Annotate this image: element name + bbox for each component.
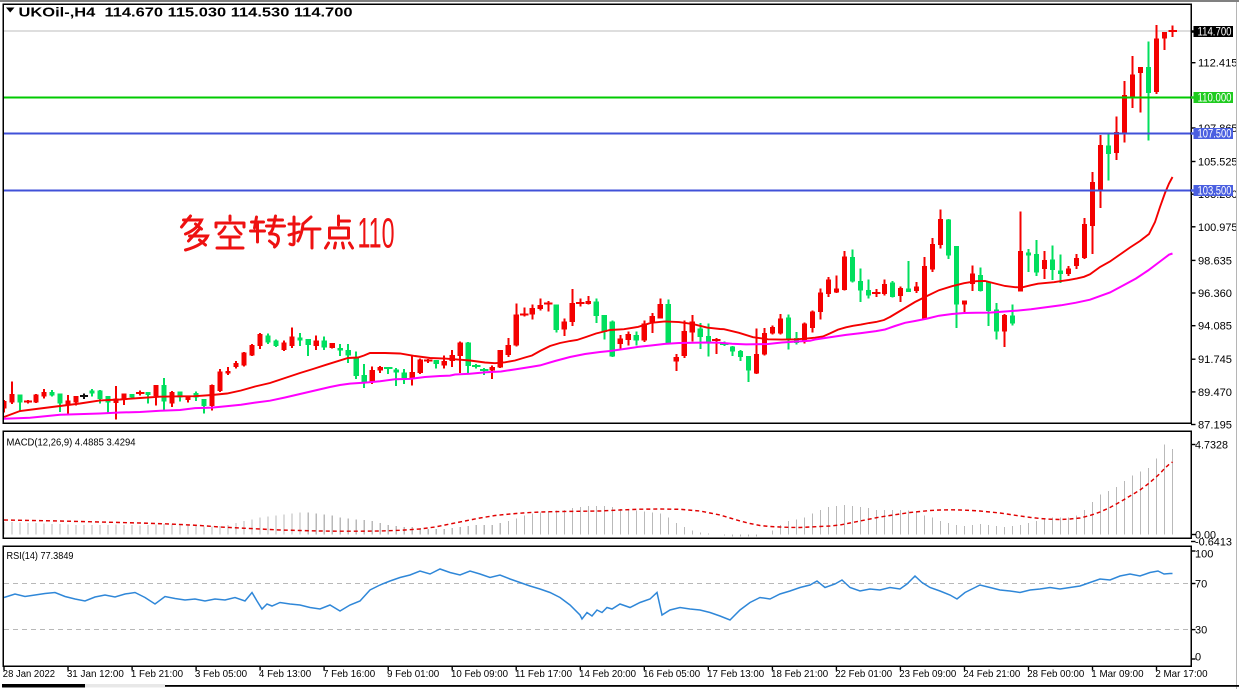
- svg-text:-0.6413: -0.6413: [1195, 537, 1232, 549]
- svg-text:28 Jan 2022: 28 Jan 2022: [3, 668, 55, 680]
- svg-text:0: 0: [1195, 652, 1201, 664]
- svg-text:70: 70: [1195, 579, 1207, 591]
- svg-text:114.700: 114.700: [1198, 27, 1232, 39]
- svg-text:0.00: 0.00: [1195, 530, 1216, 542]
- svg-text:18 Feb 21:00: 18 Feb 21:00: [771, 668, 828, 680]
- svg-text:105.525: 105.525: [1198, 157, 1238, 169]
- svg-text:23 Feb 09:00: 23 Feb 09:00: [899, 668, 956, 680]
- svg-text:UKOil-,H4 114.670 115.030 114: UKOil-,H4 114.670 115.030 114.530 114.70…: [19, 5, 353, 20]
- svg-text:2 Mar 17:00: 2 Mar 17:00: [1155, 668, 1207, 680]
- svg-text:10 Feb 09:00: 10 Feb 09:00: [451, 668, 508, 680]
- svg-text:24 Feb 21:00: 24 Feb 21:00: [963, 668, 1020, 680]
- svg-text:110: 110: [358, 210, 395, 258]
- svg-text:7 Feb 16:00: 7 Feb 16:00: [323, 668, 375, 680]
- svg-text:103.500: 103.500: [1198, 186, 1232, 198]
- svg-text:MACD(12,26,9) 4.4885 3.4294: MACD(12,26,9) 4.4885 3.4294: [7, 437, 136, 449]
- svg-text:110.000: 110.000: [1198, 93, 1232, 105]
- svg-text:22 Feb 01:00: 22 Feb 01:00: [835, 668, 892, 680]
- svg-text:31 Jan 12:00: 31 Jan 12:00: [67, 668, 124, 680]
- svg-text:89.470: 89.470: [1198, 387, 1232, 399]
- svg-text:3 Feb 05:00: 3 Feb 05:00: [195, 668, 247, 680]
- svg-text:RSI(14) 77.3849: RSI(14) 77.3849: [7, 550, 74, 562]
- svg-text:112.415: 112.415: [1198, 58, 1238, 70]
- svg-text:100: 100: [1195, 549, 1213, 561]
- svg-text:91.745: 91.745: [1198, 354, 1232, 366]
- svg-text:17 Feb 13:00: 17 Feb 13:00: [707, 668, 764, 680]
- svg-text:96.360: 96.360: [1198, 288, 1232, 300]
- svg-text:4 Feb 13:00: 4 Feb 13:00: [259, 668, 311, 680]
- svg-text:11 Feb 17:00: 11 Feb 17:00: [515, 668, 572, 680]
- svg-text:1 Feb 21:00: 1 Feb 21:00: [131, 668, 183, 680]
- svg-text:14 Feb 20:00: 14 Feb 20:00: [579, 668, 636, 680]
- svg-text:87.195: 87.195: [1198, 420, 1232, 432]
- svg-text:1 Mar 09:00: 1 Mar 09:00: [1091, 668, 1143, 680]
- svg-text:100.975: 100.975: [1198, 222, 1238, 234]
- svg-text:30: 30: [1195, 625, 1207, 637]
- svg-text:107.500: 107.500: [1198, 129, 1232, 141]
- svg-text:16 Feb 05:00: 16 Feb 05:00: [643, 668, 700, 680]
- svg-text:9 Feb 01:00: 9 Feb 01:00: [387, 668, 439, 680]
- svg-text:4.7328: 4.7328: [1195, 440, 1228, 452]
- svg-text:28 Feb 00:00: 28 Feb 00:00: [1027, 668, 1084, 680]
- svg-text:98.635: 98.635: [1198, 255, 1232, 267]
- svg-text:94.085: 94.085: [1198, 321, 1232, 333]
